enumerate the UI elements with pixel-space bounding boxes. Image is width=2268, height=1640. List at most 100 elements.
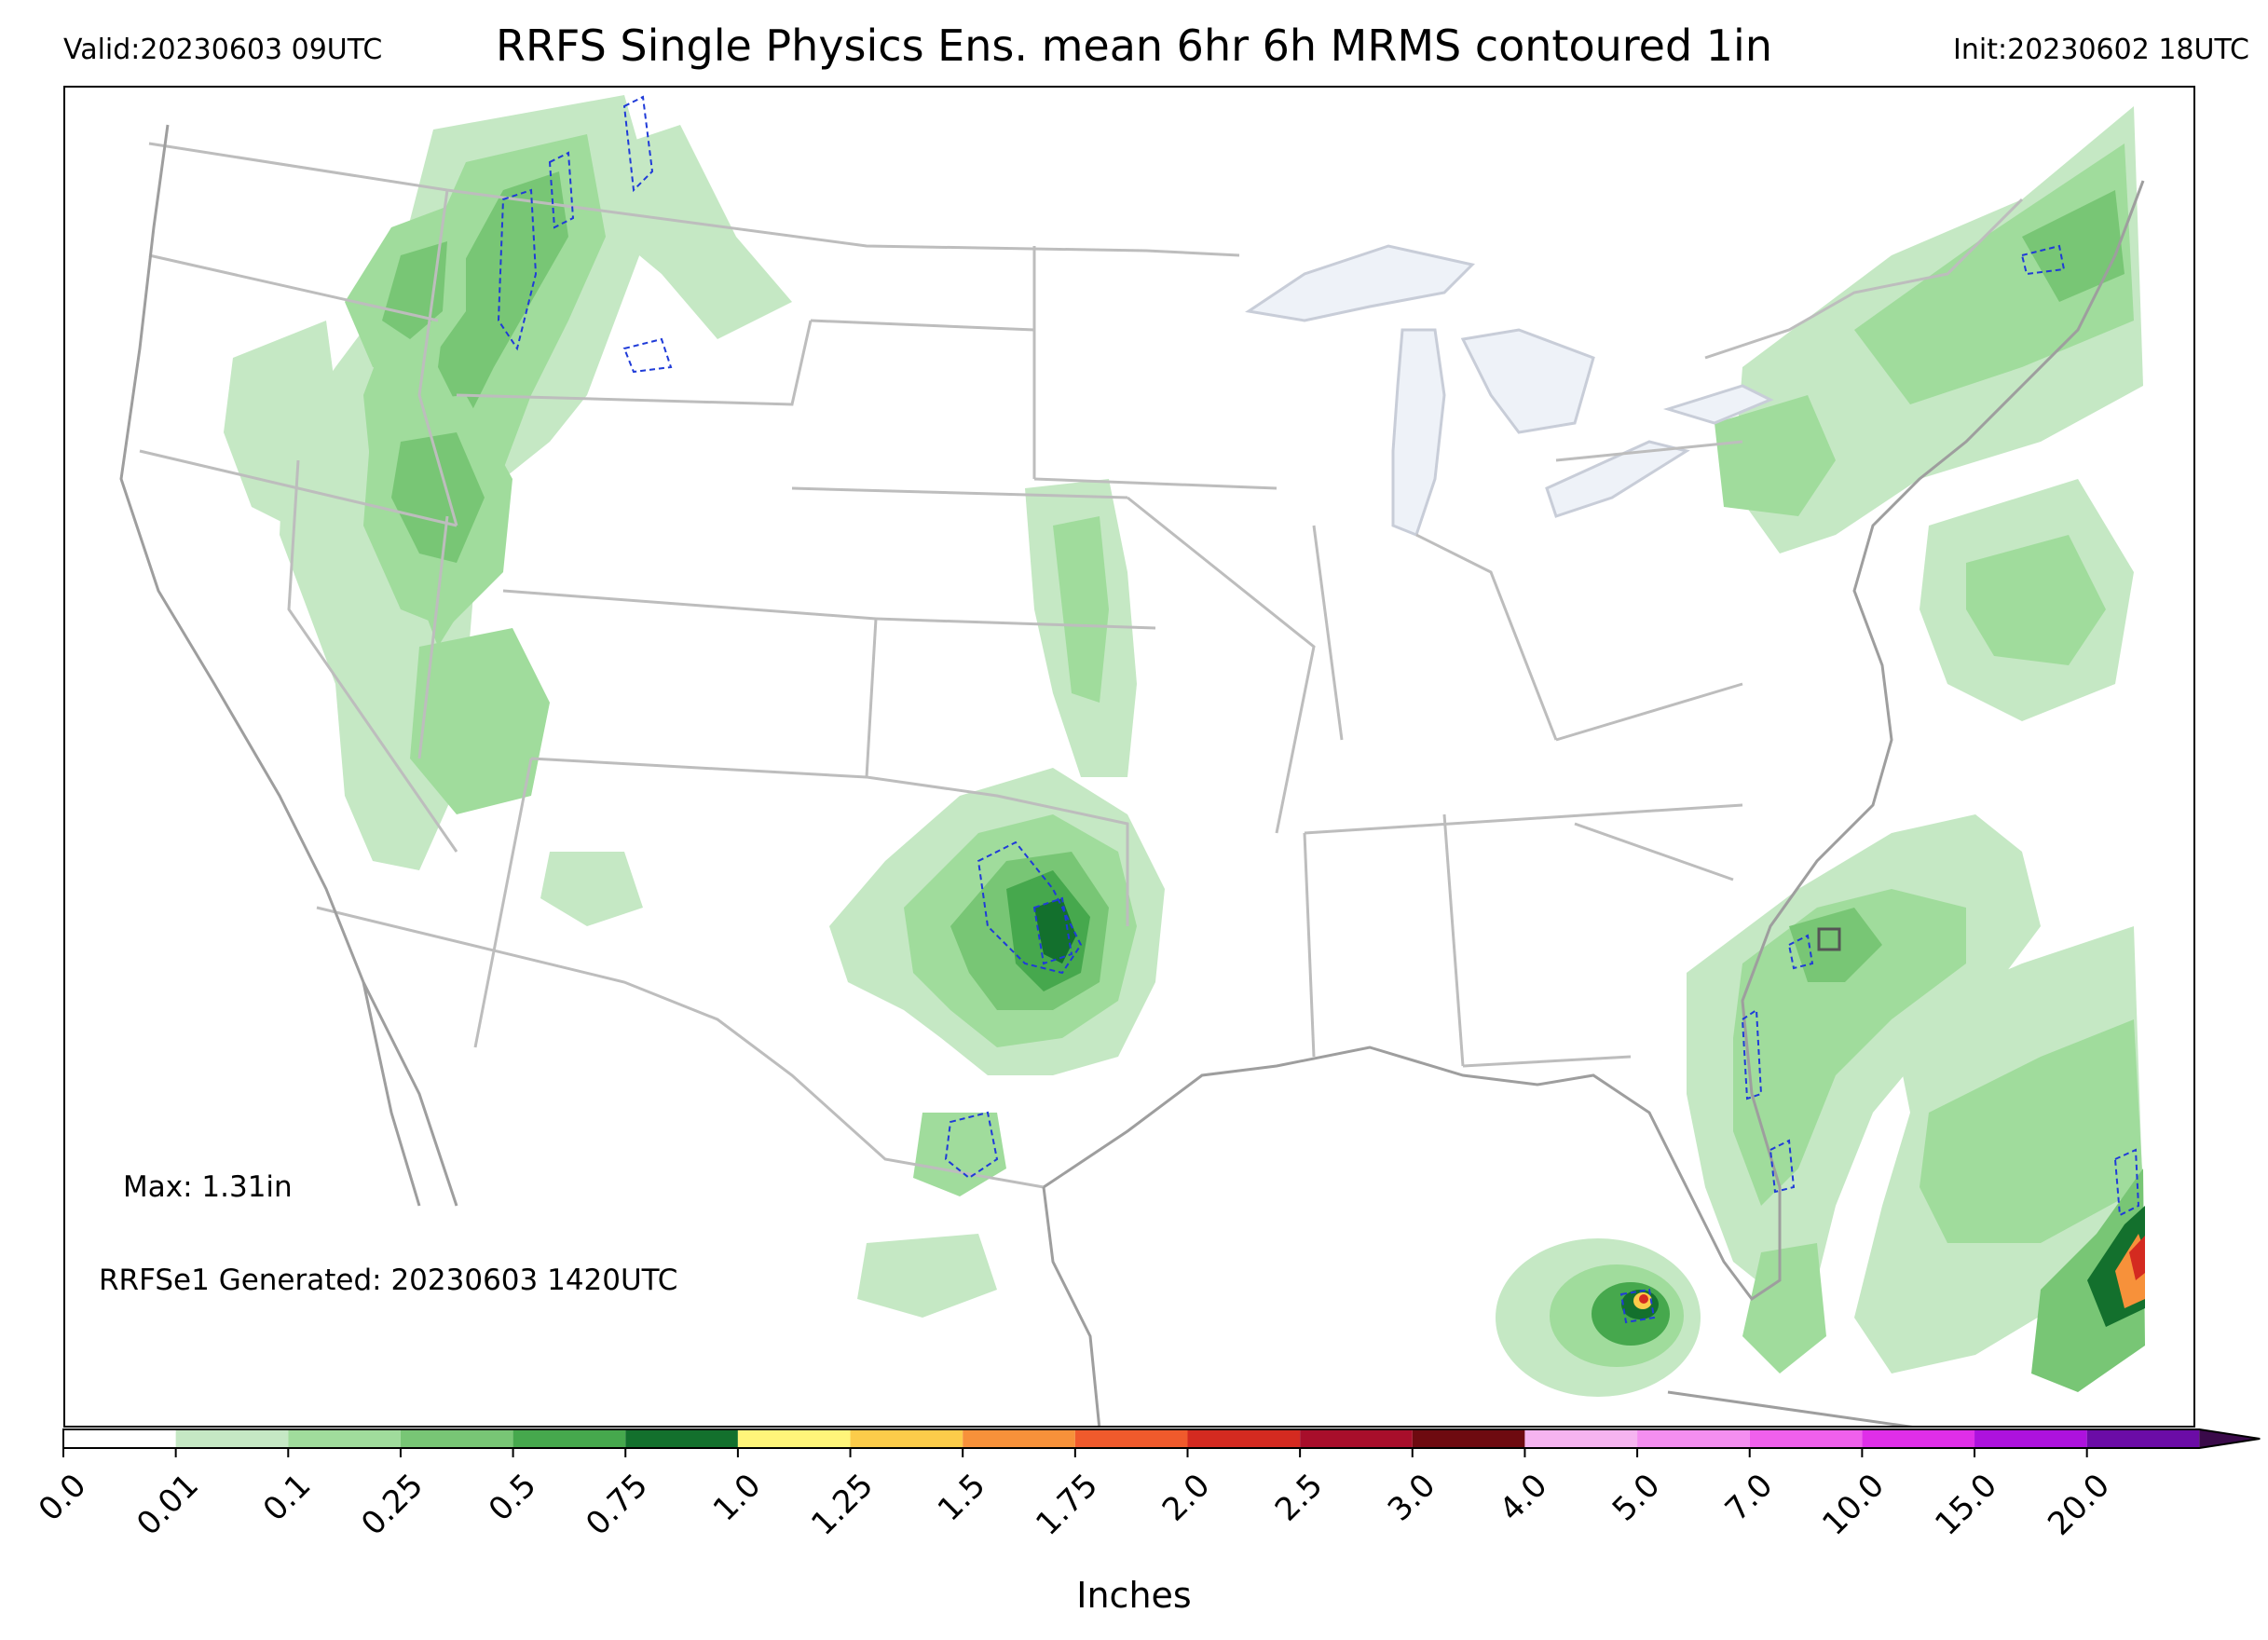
border-ky-tn xyxy=(1304,803,1743,835)
border-ga-fl xyxy=(1462,1055,1632,1068)
border-ia xyxy=(1033,477,1277,490)
precip-gulf-storm-max xyxy=(1639,1294,1648,1304)
contour-montana-2 xyxy=(548,151,575,229)
border-nd-sd xyxy=(810,319,1035,332)
contour-se-2 xyxy=(1741,1008,1763,1100)
precip-new-england-l3 xyxy=(2022,190,2125,302)
colorbar-swatch xyxy=(1524,1429,1638,1448)
contour-oklahoma xyxy=(977,840,1083,975)
border-ca-nv xyxy=(287,459,458,853)
generated-label: RRFSe1 Generated: 20230603 1420UTC xyxy=(99,1264,678,1297)
contour-bahamas xyxy=(2113,1148,2140,1217)
max-value-label: Max: 1.31in xyxy=(123,1170,293,1204)
border-wy-co xyxy=(502,589,877,621)
border-va xyxy=(1555,682,1743,742)
colorbar-swatch xyxy=(63,1429,176,1448)
colorbar-swatch xyxy=(288,1429,401,1448)
colorbar-swatch xyxy=(1412,1429,1525,1448)
precip-atlantic-se-l2 xyxy=(1920,1019,2143,1243)
precip-shading-layer xyxy=(224,95,2145,1397)
border-ok-tx xyxy=(865,618,1129,926)
coast-pacific xyxy=(119,124,458,1207)
border-ne-ks xyxy=(791,486,1128,499)
colorbar-swatch xyxy=(1749,1429,1863,1448)
border-al-ga xyxy=(1442,813,1465,1067)
state-borders xyxy=(139,142,2024,1189)
precip-southeast-l2 xyxy=(1733,889,1966,1206)
coast-baja xyxy=(362,981,421,1207)
coastlines xyxy=(119,124,2145,1426)
colorbar-swatch xyxy=(737,1429,851,1448)
precip-bahamas-max xyxy=(2129,1236,2145,1280)
precip-wyoming-core xyxy=(391,432,485,563)
contour-gulf xyxy=(1619,1288,1656,1324)
contour-wyoming xyxy=(622,95,654,193)
border-or-ca xyxy=(139,449,458,527)
colorbar-swatch xyxy=(1074,1429,1188,1448)
precip-colorado xyxy=(410,628,550,814)
colorbar-swatch xyxy=(963,1429,1075,1448)
colorbar-swatch xyxy=(1862,1429,1975,1448)
border-canada-west xyxy=(148,142,1240,257)
precip-idaho xyxy=(224,321,345,535)
colorbar-extend-arrow xyxy=(2199,1429,2261,1448)
border-mo xyxy=(1127,496,1316,834)
colorbar-swatch xyxy=(1187,1429,1301,1448)
lake-huron xyxy=(1460,328,1595,434)
border-mt-wy xyxy=(456,320,813,406)
lake-ontario xyxy=(1662,384,1774,425)
contour-se-3 xyxy=(1769,1139,1796,1194)
contour-idaho xyxy=(622,337,673,374)
precip-rockies-core xyxy=(438,171,568,423)
precip-florida-strip xyxy=(1742,1243,1826,1374)
mrms-1in-contours xyxy=(497,95,2140,1324)
precip-new-england-l2 xyxy=(1854,144,2134,404)
contour-montana xyxy=(497,188,538,351)
border-ut xyxy=(417,515,449,759)
great-lakes xyxy=(1245,244,1774,537)
precip-ny xyxy=(1715,395,1836,516)
contour-ne xyxy=(2020,244,2066,276)
init-time-label: Init:20230602 18UTC xyxy=(1953,34,2249,66)
precipitation-map: Max: 1.31in RRFSe1 Generated: 20230603 1… xyxy=(63,86,2195,1428)
colorbar-swatch xyxy=(1300,1429,1413,1448)
border-az-nm xyxy=(473,758,533,1048)
valid-time-label: Valid:20230603 09UTC xyxy=(63,34,383,66)
precip-south-texas xyxy=(857,1234,997,1318)
border-ms-al xyxy=(1303,832,1316,1058)
colorbar-swatches xyxy=(62,1428,2261,1457)
contour-oklahoma-2 xyxy=(1032,896,1073,965)
precip-oklahoma-core xyxy=(1034,898,1076,964)
coast-texas xyxy=(1042,1186,1101,1426)
border-sc-nc xyxy=(1574,822,1734,882)
border-wa-or xyxy=(148,253,439,322)
precip-iowa-mid xyxy=(1053,516,1109,703)
colorbar xyxy=(62,1428,2261,1457)
border-idaho xyxy=(417,189,458,526)
border-ks-ok xyxy=(875,617,1156,630)
border-co-nm xyxy=(530,757,868,779)
map-title: RRFS Single Physics Ens. mean 6hr 6h MRM… xyxy=(496,20,1772,71)
colorbar-swatch xyxy=(175,1429,289,1448)
precip-dakotas xyxy=(606,125,792,339)
border-mexico xyxy=(316,906,1045,1189)
colorbar-swatch xyxy=(625,1429,738,1448)
colorbar-swatch xyxy=(1637,1429,1750,1448)
coast-cuba xyxy=(1667,1390,1913,1426)
border-il xyxy=(1312,525,1344,741)
colorbar-title: Inches xyxy=(1076,1575,1192,1616)
colorbar-swatch xyxy=(1974,1429,2087,1448)
max-location-box xyxy=(1817,927,1841,951)
precip-offshore-ne-l2 xyxy=(1966,535,2106,665)
lake-superior xyxy=(1245,244,1475,322)
coast-gulf xyxy=(1043,1046,1782,1302)
contour-se-1 xyxy=(1787,934,1814,970)
border-pa-ny xyxy=(1555,440,1743,462)
contour-texas xyxy=(944,1111,999,1180)
map-canvas xyxy=(119,95,2145,1426)
colorbar-swatch xyxy=(2086,1429,2200,1448)
coast-atlantic xyxy=(1741,180,2145,1095)
colorbar-outline xyxy=(62,1428,2261,1449)
border-canada-east xyxy=(1704,198,2024,360)
border-in-oh xyxy=(1415,533,1558,741)
